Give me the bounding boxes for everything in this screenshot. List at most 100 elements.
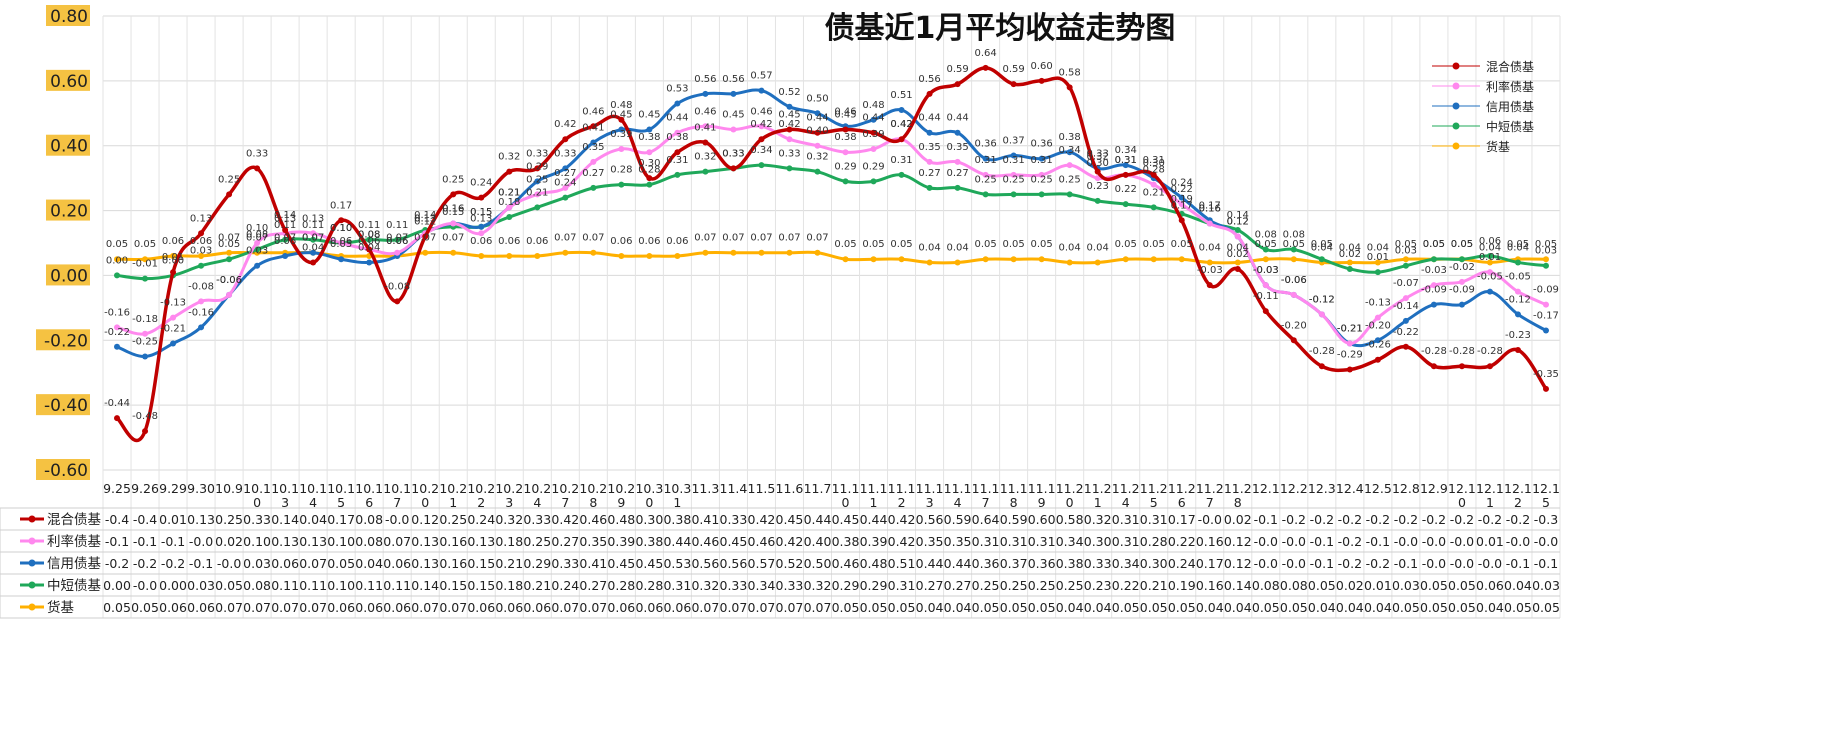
table-cell: 0.07 <box>411 600 439 615</box>
data-label: 0.06 <box>498 236 520 247</box>
ytick-highlight <box>36 394 90 416</box>
table-cell: 0.38 <box>663 512 691 527</box>
data-point <box>142 256 149 263</box>
data-point <box>1066 259 1073 266</box>
data-point <box>982 171 989 178</box>
data-point <box>170 340 177 347</box>
data-point <box>450 249 457 256</box>
table-cell: 0.60 <box>1028 512 1056 527</box>
data-label: 0.05 <box>1395 239 1417 250</box>
table-cell: -0.1 <box>1366 534 1390 549</box>
legend-label: 利率债基 <box>1486 79 1534 94</box>
table-cell: -0.0 <box>1282 556 1306 571</box>
table-cell: 0.50 <box>804 556 832 571</box>
table-cell: 0.38 <box>832 534 860 549</box>
data-label: 0.04 <box>1339 242 1361 253</box>
table-cell: -0.2 <box>1282 512 1306 527</box>
x-tick-label: 11.2 <box>1140 481 1168 496</box>
data-point <box>758 249 765 256</box>
data-label: 0.31 <box>1143 155 1165 166</box>
data-label: 0.32 <box>498 152 520 163</box>
table-cell: 0.40 <box>804 534 832 549</box>
series-line <box>116 163 1547 281</box>
x-tick-label: 0 <box>253 495 261 510</box>
data-label: 0.04 <box>1479 242 1501 253</box>
x-tick-label: 8 <box>1010 495 1018 510</box>
data-point <box>1178 194 1185 201</box>
data-point <box>618 145 625 152</box>
data-point <box>590 249 597 256</box>
data-label: 0.29 <box>526 161 548 172</box>
data-label: -0.17 <box>1533 311 1559 322</box>
table-cell: 0.04 <box>944 600 972 615</box>
data-point <box>702 139 709 146</box>
ytick-highlight <box>46 264 90 286</box>
table-cell: -0.0 <box>385 512 409 527</box>
table-cell: 0.24 <box>551 578 579 593</box>
x-tick-label: 4 <box>954 495 962 510</box>
data-label: 0.07 <box>414 233 436 244</box>
table-cell: 0.21 <box>523 578 551 593</box>
x-tick-label: 11.1 <box>916 481 944 496</box>
data-label: 0.04 <box>946 242 968 253</box>
data-label: -0.16 <box>104 307 130 318</box>
data-point <box>702 123 709 130</box>
data-label: 0.04 <box>1059 242 1081 253</box>
data-point <box>534 178 541 185</box>
data-label: 0.06 <box>666 236 688 247</box>
data-label: 0.39 <box>862 129 884 140</box>
table-cell: 0.14 <box>411 578 439 593</box>
x-tick-label: 7 <box>1206 495 1214 510</box>
data-point <box>1514 259 1521 266</box>
table-cell: 0.05 <box>131 600 159 615</box>
table-cell: 0.05 <box>1028 600 1056 615</box>
table-series-name: 中短债基 <box>47 577 101 594</box>
data-point <box>1346 340 1353 347</box>
x-tick-label: 8 <box>589 495 597 510</box>
table-cell: 0.24 <box>1168 556 1196 571</box>
x-tick-label: 1 <box>1094 495 1102 510</box>
data-point <box>1318 363 1325 370</box>
data-point <box>1458 278 1465 285</box>
data-label: 0.29 <box>862 161 884 172</box>
table-cell: 0.25 <box>215 512 243 527</box>
data-point <box>674 171 681 178</box>
x-tick-label: 11.5 <box>748 481 776 496</box>
data-label: 0.06 <box>330 236 352 247</box>
data-point <box>1458 301 1465 308</box>
table-cell: 0.34 <box>1056 534 1084 549</box>
data-label: 0.04 <box>1087 242 1109 253</box>
data-label: 0.31 <box>1031 155 1053 166</box>
data-label: 0.42 <box>890 119 912 130</box>
data-point <box>954 81 961 88</box>
data-point <box>1038 77 1045 84</box>
data-point <box>1402 295 1409 302</box>
data-label: -0.12 <box>1309 294 1335 305</box>
table-cell: 0.31 <box>1140 512 1168 527</box>
data-label: 0.24 <box>1171 178 1193 189</box>
table-cell: 0.46 <box>748 534 776 549</box>
chart-title: 债基近1月平均收益走势图 <box>825 11 1176 46</box>
data-label: 0.06 <box>610 236 632 247</box>
data-point <box>702 168 709 175</box>
table-cell: 0.01 <box>1476 534 1504 549</box>
data-point <box>366 246 373 253</box>
table-cell: 0.48 <box>607 512 635 527</box>
data-label: 0.21 <box>526 187 548 198</box>
data-label: 0.06 <box>638 236 660 247</box>
data-label: 0.04 <box>1227 242 1249 253</box>
x-tick-label: 12.5 <box>1364 481 1392 496</box>
ytick-highlight <box>46 134 90 156</box>
data-point <box>870 116 877 123</box>
table-cell: 0.05 <box>860 600 888 615</box>
data-point <box>254 246 261 253</box>
x-tick-label: 1 <box>1486 495 1494 510</box>
data-label: 0.15 <box>470 207 492 218</box>
data-label: 0.38 <box>1059 132 1081 143</box>
data-point <box>1094 197 1101 204</box>
data-label: 0.13 <box>190 213 212 224</box>
data-label: 0.17 <box>1199 200 1221 211</box>
data-point <box>422 233 429 240</box>
data-point <box>786 249 793 256</box>
table-cell: -0.0 <box>1450 556 1474 571</box>
